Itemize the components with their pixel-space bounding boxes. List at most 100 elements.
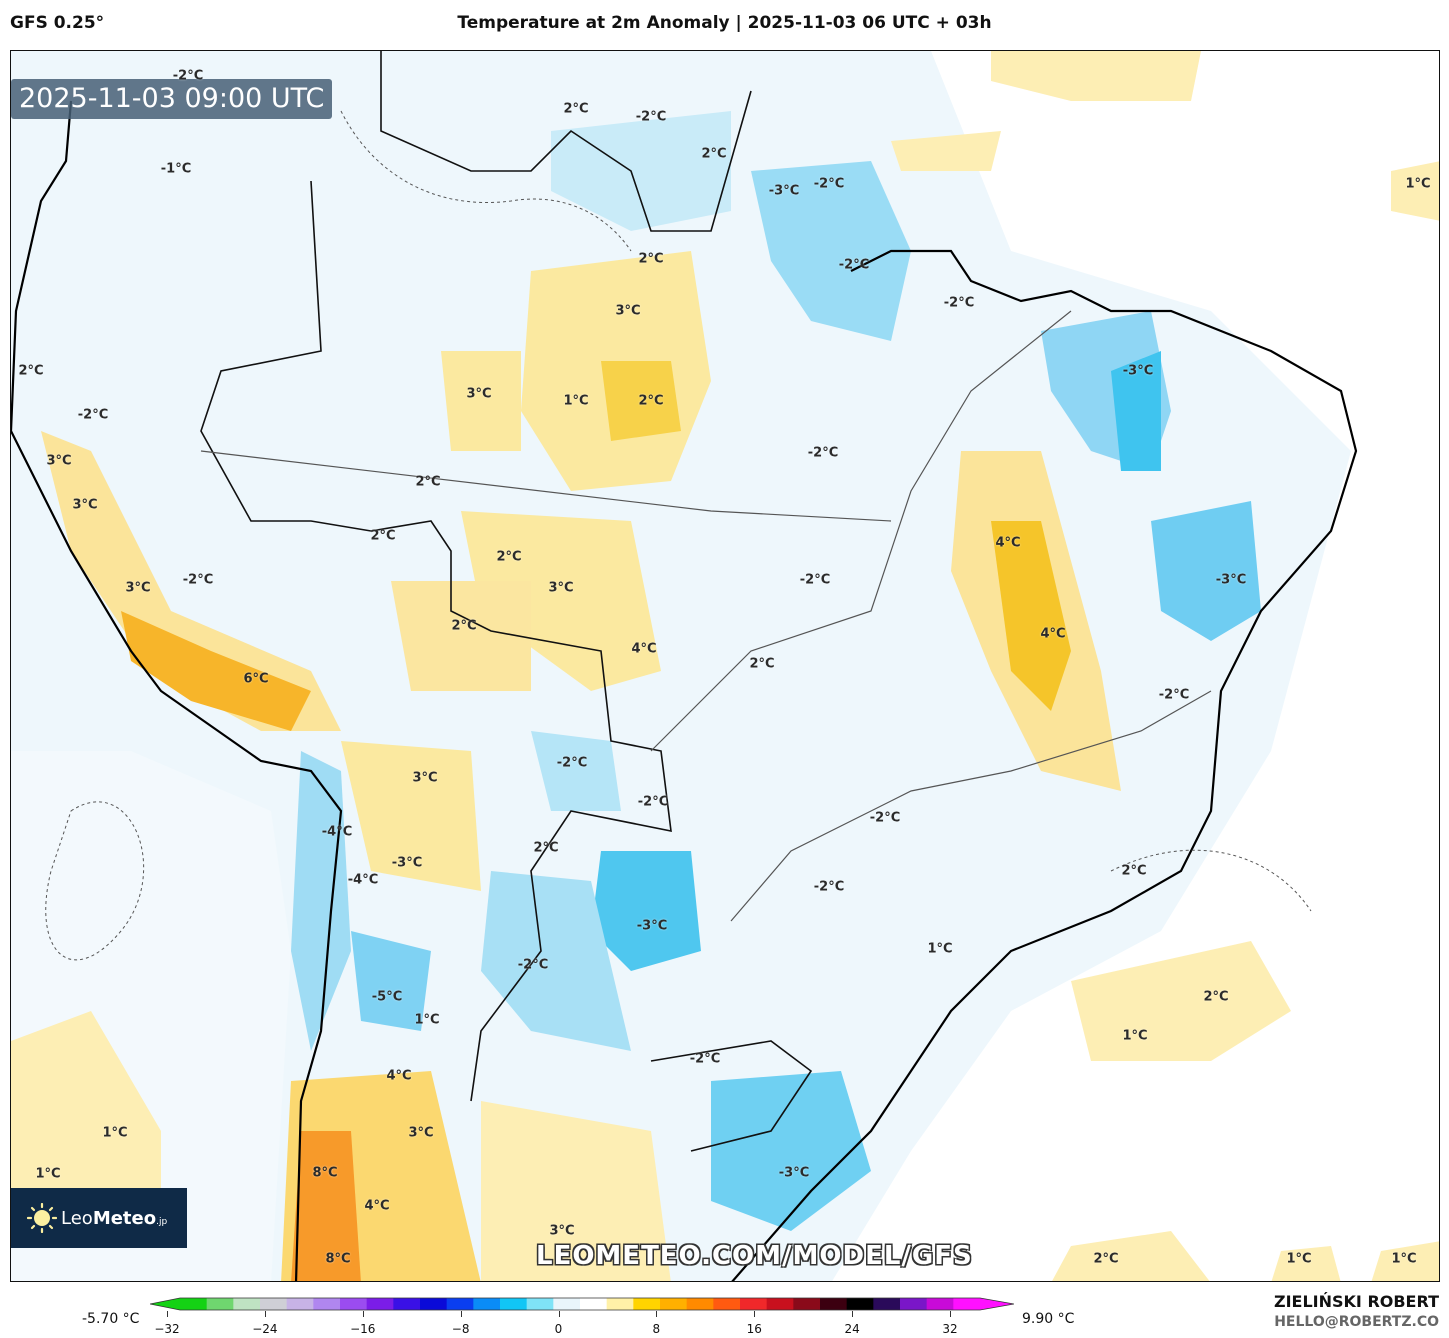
contour-label: -5°C xyxy=(371,989,403,1005)
contour-label: 2°C xyxy=(749,656,775,672)
contour-label: -2°C xyxy=(813,176,845,192)
contour-label: -3°C xyxy=(778,1165,810,1181)
contour-label: 2°C xyxy=(701,146,727,162)
contour-label: 2°C xyxy=(18,363,44,379)
map-field xyxy=(11,51,1439,1281)
contour-label: 8°C xyxy=(325,1251,351,1267)
author-email[interactable]: HELLO@ROBERTZ.CO xyxy=(1274,1314,1439,1330)
contour-label: 2°C xyxy=(1121,863,1147,879)
contour-label: 1°C xyxy=(927,941,953,957)
contour-label: -2°C xyxy=(172,68,204,84)
contour-label: 2°C xyxy=(496,549,522,565)
contour-label: 3°C xyxy=(46,453,72,469)
contour-label: -2°C xyxy=(869,810,901,826)
contour-label: 2°C xyxy=(370,528,396,544)
colorbar xyxy=(150,1297,1014,1311)
contour-label: -3°C xyxy=(636,918,668,934)
logo-text: LeoMeteo.jp xyxy=(61,1208,167,1229)
contour-label: 2°C xyxy=(563,101,589,117)
contour-label: -3°C xyxy=(391,855,423,871)
logo-prefix: Leo xyxy=(61,1207,93,1229)
contour-label: 2°C xyxy=(638,251,664,267)
contour-label: 3°C xyxy=(549,1223,575,1239)
author-name: ZIELIŃSKI ROBERT xyxy=(1273,1292,1439,1311)
contour-label: 1°C xyxy=(1286,1251,1312,1267)
contour-label: -2°C xyxy=(556,755,588,771)
contour-label: 2°C xyxy=(415,474,441,490)
contour-label: 1°C xyxy=(563,393,589,409)
colorbar-tick-mark xyxy=(362,1311,364,1317)
colorbar-tick-mark xyxy=(656,1311,658,1317)
valid-time-badge: 2025-11-03 09:00 UTC xyxy=(11,79,333,119)
colorbar-tick-label: 24 xyxy=(844,1322,860,1336)
colorbar-tick-label: −24 xyxy=(252,1322,278,1336)
contour-label: 1°C xyxy=(1122,1028,1148,1044)
contour-label: -4°C xyxy=(347,872,379,888)
colorbar-tick-mark xyxy=(167,1311,168,1317)
contour-label: -2°C xyxy=(182,572,214,588)
logo-suffix: .jp xyxy=(156,1216,168,1227)
logo-bold: Meteo xyxy=(92,1207,157,1229)
contour-label: -4°C xyxy=(321,824,353,840)
contour-label: -2°C xyxy=(637,794,669,810)
colorbar-tick-label: 8 xyxy=(652,1322,661,1336)
contour-label: -2°C xyxy=(77,407,109,423)
contour-label: 4°C xyxy=(995,535,1021,551)
contour-label: 8°C xyxy=(312,1165,338,1181)
contour-label: 4°C xyxy=(1040,626,1066,642)
site-watermark: LEOMETEO.COM/MODEL/GFS xyxy=(536,1241,973,1271)
contour-label: 4°C xyxy=(386,1068,412,1084)
contour-label: 4°C xyxy=(364,1198,390,1214)
colorbar-min-label: -5.70 °C xyxy=(82,1311,140,1327)
colorbar-tick-label: 0 xyxy=(554,1322,563,1336)
contour-label: -3°C xyxy=(768,183,800,199)
contour-label: 3°C xyxy=(412,770,438,786)
contour-label: 1°C xyxy=(414,1012,440,1028)
contour-label: 3°C xyxy=(466,386,492,402)
contour-label: -2°C xyxy=(517,957,549,973)
contour-label: 6°C xyxy=(243,671,269,687)
sun-icon xyxy=(26,1202,58,1234)
contour-label: 2°C xyxy=(638,393,664,409)
chart-title: Temperature at 2m Anomaly | 2025-11-03 0… xyxy=(457,13,992,33)
contour-label: -2°C xyxy=(813,879,845,895)
colorbar-tick-mark xyxy=(460,1311,462,1317)
contour-label: 2°C xyxy=(1203,989,1229,1005)
colorbar-max-label: 9.90 °C xyxy=(1022,1311,1075,1327)
contour-label: 3°C xyxy=(615,303,641,319)
colorbar-tick-mark xyxy=(754,1311,756,1317)
contour-label: 2°C xyxy=(1093,1251,1119,1267)
contour-label: 2°C xyxy=(451,618,477,634)
contour-label: 2°C xyxy=(533,840,559,856)
colorbar-tick-label: −8 xyxy=(451,1322,470,1336)
colorbar-tick-mark xyxy=(264,1311,266,1317)
contour-label: -3°C xyxy=(1215,572,1247,588)
contour-label: -2°C xyxy=(838,257,870,273)
contour-label: -2°C xyxy=(943,295,975,311)
contour-label: 1°C xyxy=(35,1166,61,1182)
colorbar-tick-mark xyxy=(852,1311,854,1317)
contour-label: 4°C xyxy=(631,641,657,657)
contour-label: -3°C xyxy=(1122,363,1154,379)
colorbar-tick-mark xyxy=(558,1311,560,1317)
anomaly-map: 2025-11-03 09:00 UTC -2°C 2°C -2°C -1°C 2°C -… xyxy=(10,50,1440,1282)
model-label: GFS 0.25° xyxy=(10,13,105,33)
contour-label: -2°C xyxy=(799,572,831,588)
contour-label: 1°C xyxy=(1391,1251,1417,1267)
contour-label: 3°C xyxy=(125,580,151,596)
colorbar-tick-label: 32 xyxy=(942,1322,958,1336)
contour-label: -2°C xyxy=(689,1051,721,1067)
contour-label: 3°C xyxy=(548,580,574,596)
colorbar-tick-label: −32 xyxy=(154,1322,180,1336)
contour-label: 3°C xyxy=(72,497,98,513)
contour-label: 1°C xyxy=(1405,176,1431,192)
colorbar-tick-mark xyxy=(950,1311,951,1317)
contour-label: -2°C xyxy=(807,445,839,461)
contour-label: -2°C xyxy=(1158,687,1190,703)
contour-label: -1°C xyxy=(160,161,192,177)
contour-label: 1°C xyxy=(102,1125,128,1141)
contour-label: 3°C xyxy=(408,1125,434,1141)
colorbar-tick-label: −16 xyxy=(350,1322,376,1336)
leometeo-logo[interactable]: LeoMeteo.jp xyxy=(11,1188,187,1248)
contour-label: -2°C xyxy=(635,109,667,125)
